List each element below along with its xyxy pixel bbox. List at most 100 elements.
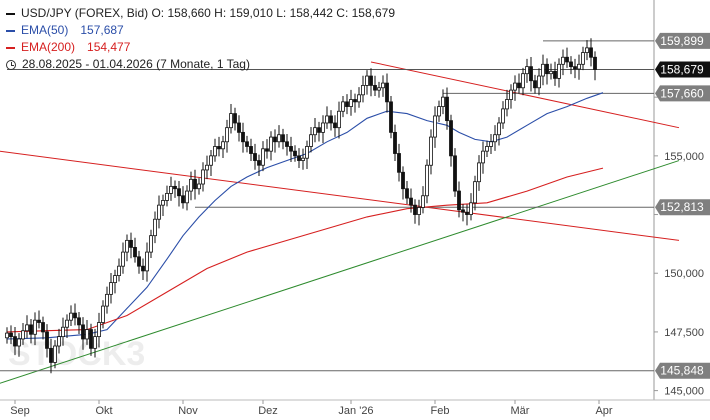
- ema200-legend-swatch: [6, 46, 15, 49]
- candle-body: [489, 141, 493, 147]
- candle-body: [189, 178, 193, 192]
- candle-body: [141, 265, 145, 272]
- candle-body: [213, 146, 217, 157]
- candle-body: [385, 82, 389, 103]
- candle-body: [321, 122, 325, 133]
- candle-body: [525, 66, 529, 75]
- candle-body: [369, 75, 373, 86]
- candle-body: [77, 317, 81, 326]
- x-tick-label: Apr: [595, 405, 612, 417]
- ema200-label: EMA(200): [21, 40, 76, 54]
- candle-body: [393, 131, 397, 154]
- candle-body: [589, 47, 593, 58]
- candle-body: [329, 115, 333, 124]
- candle-body: [413, 204, 417, 215]
- legend-ema50-row: EMA(50) 157,687: [6, 22, 395, 39]
- candle-body: [433, 115, 437, 138]
- candle-body: [113, 275, 117, 284]
- clock-icon: [6, 59, 16, 70]
- x-tick-label: Feb: [431, 405, 450, 417]
- candle-body: [205, 164, 209, 171]
- candle-body: [81, 324, 85, 340]
- candle-body: [577, 63, 581, 70]
- candle-body: [17, 338, 21, 347]
- candle-body: [125, 239, 129, 253]
- candle-body: [297, 155, 301, 161]
- candle-body: [289, 146, 293, 152]
- ema50-value: 157,687: [80, 23, 124, 37]
- candle-body: [121, 251, 125, 267]
- candle-body: [529, 66, 533, 82]
- candle-body: [301, 157, 305, 161]
- candle-body: [465, 211, 469, 215]
- x-tick-label: Dez: [258, 405, 278, 417]
- ema200-line: [6, 167, 604, 333]
- candle-body: [145, 251, 149, 272]
- candle-body: [401, 171, 405, 190]
- candle-body: [5, 332, 9, 339]
- level-label-box: [655, 362, 710, 379]
- candle-body: [65, 319, 69, 328]
- candle-body: [325, 115, 329, 124]
- candle-body: [225, 127, 229, 143]
- candle-body: [281, 134, 285, 143]
- candle-body: [117, 265, 121, 276]
- candle-body: [425, 164, 429, 197]
- candle-body: [361, 85, 365, 96]
- candle-body: [233, 113, 237, 124]
- candle-body: [253, 153, 257, 161]
- y-tick-label: 145,000: [664, 386, 704, 398]
- candle-body: [561, 56, 565, 65]
- x-tick-label: Sep: [10, 405, 30, 417]
- candle-body: [69, 312, 73, 321]
- candle-body: [317, 127, 321, 133]
- candle-body: [353, 99, 357, 103]
- candle-body: [53, 345, 57, 363]
- candle-body: [581, 52, 585, 65]
- candle-body: [549, 70, 553, 75]
- candle-body: [241, 131, 245, 143]
- level-label-box: [655, 199, 710, 216]
- y-axis: 145,000 147,500 150,000 155,000: [654, 96, 704, 398]
- level-label-box: [655, 61, 710, 78]
- candle-body: [129, 239, 133, 248]
- candle-body: [97, 322, 101, 338]
- candle-body: [221, 141, 225, 150]
- chart-legend: USD/JPY (FOREX, Bid) O: 158,660 H: 159,0…: [6, 5, 395, 73]
- candle-body: [557, 63, 561, 79]
- candle-body: [565, 56, 569, 63]
- candle-body: [249, 146, 253, 154]
- candle-body: [137, 256, 141, 267]
- candle-body: [245, 141, 249, 147]
- horizontal-levels: [0, 40, 654, 372]
- candle-body: [285, 141, 289, 147]
- level-label-text: 157,660: [660, 86, 704, 100]
- x-axis: Sep Okt Nov Dez Jan '26 Feb Mär Apr: [10, 400, 613, 417]
- level-labels: 159,899 158,679 157,660 152,813 145,848: [655, 32, 710, 379]
- candle-body: [9, 332, 13, 338]
- candle-body: [349, 99, 353, 107]
- candle-body: [73, 312, 77, 319]
- legend-symbol-row: USD/JPY (FOREX, Bid) O: 158,660 H: 159,0…: [6, 5, 395, 22]
- candle-body: [409, 197, 413, 206]
- candle-body: [469, 202, 473, 215]
- candle-body: [509, 89, 513, 100]
- ema50-label: EMA(50): [21, 23, 69, 37]
- candle-body: [181, 195, 185, 204]
- trendline-red: [0, 150, 680, 241]
- candle-body: [461, 209, 465, 213]
- candle-body: [109, 282, 113, 295]
- candle-body: [373, 85, 377, 91]
- candle-body: [541, 63, 545, 77]
- grid: [0, 0, 710, 401]
- y-tick-label: 147,500: [664, 327, 704, 339]
- watermark: STOCK3: [8, 335, 145, 373]
- x-tick-label: Mär: [511, 405, 530, 417]
- candle-body: [185, 190, 189, 204]
- candle-body: [333, 122, 337, 129]
- candle-body: [85, 329, 89, 340]
- candle-body: [417, 207, 421, 215]
- candle-body: [445, 96, 449, 122]
- candle-body: [105, 293, 109, 307]
